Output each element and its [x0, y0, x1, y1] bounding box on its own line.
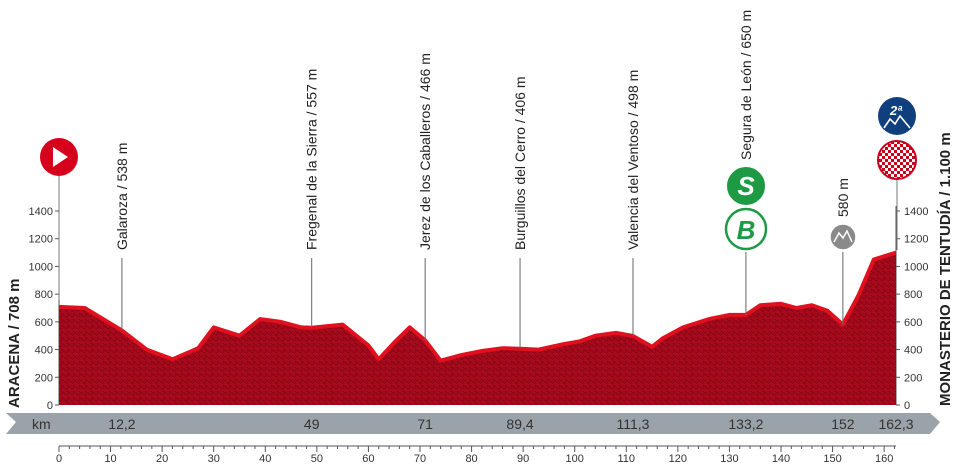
x-tick-label: 120: [669, 453, 687, 465]
category-climb-icon: [878, 97, 916, 135]
waypoint-label: Jerez de los Caballeros / 466 m: [417, 53, 433, 250]
y-tick-label-right: 1000: [904, 261, 928, 273]
y-tick-label-left: 800: [35, 289, 53, 301]
km-band-value: 89,4: [506, 416, 533, 432]
elevation-line: [58, 250, 897, 363]
sprint-bonus-markers: S B: [724, 165, 768, 251]
y-axis-left: 0 200 400 600 800 1000 1200 1400: [29, 206, 60, 412]
km-band-value: 133,2: [728, 416, 763, 432]
x-tick-label: 40: [259, 453, 271, 465]
y-tick-label-right: 1400: [904, 206, 928, 218]
y-tick-label-left: 200: [35, 372, 53, 384]
sprint-icon: [725, 165, 767, 207]
waypoint-label: Burguillos del Cerro / 406 m: [512, 76, 528, 250]
x-tick-label: 130: [720, 453, 738, 465]
y-tick-label-right: 400: [904, 345, 922, 357]
y-tick-label-right: 600: [904, 317, 922, 329]
x-tick-label: 90: [517, 453, 529, 465]
start-marker: [40, 138, 78, 300]
x-tick-label: 50: [311, 453, 323, 465]
start-label: ARACENA / 708 m: [6, 279, 23, 408]
waypoint-label: Galaroza / 538 m: [114, 143, 130, 250]
climb-category: 2ª: [889, 103, 903, 118]
x-tick-label: 150: [823, 453, 841, 465]
waypoints: Galaroza / 538 m Fregenal de la Sierra / …: [114, 10, 851, 349]
waypoint-label: Valencia del Ventoso / 498 m: [625, 70, 641, 250]
y-tick-label-left: 0: [47, 400, 53, 412]
x-tick-label: 20: [156, 453, 168, 465]
x-tick-label: 140: [772, 453, 790, 465]
finish-markers: 2ª: [877, 97, 917, 250]
elevation-area: [59, 252, 896, 405]
y-tick-label-left: 1000: [29, 261, 53, 273]
bonus-icon: [724, 207, 768, 251]
x-tick-label: 30: [208, 453, 220, 465]
waypoint-label: 580 m: [835, 178, 851, 217]
km-band: km 12,2 49 71 89,4 111,3 133,2 152 162,3: [6, 413, 940, 434]
x-tick-label: 70: [414, 453, 426, 465]
x-tick-label: 80: [465, 453, 477, 465]
x-axis: 0 10 20 30 40 50 60 70 80 90 100 110 120 130 140 150 160: [56, 445, 896, 465]
x-tick-label: 100: [566, 453, 584, 465]
play-icon: [53, 147, 68, 167]
km-band-value: 162,3: [878, 416, 913, 432]
y-tick-label-left: 400: [35, 345, 53, 357]
km-band-value: 152: [831, 416, 855, 432]
y-axis-right: 0 200 400 600 800 1000 1200 1400: [895, 206, 928, 412]
y-tick-label-right: 1200: [904, 234, 928, 246]
km-band-value: 49: [304, 416, 320, 432]
y-tick-label-left: 1400: [29, 206, 53, 218]
finish-flag-icon: [877, 140, 917, 180]
km-band-values: 12,2 49 71 89,4 111,3 133,2 152 162,3: [108, 416, 913, 432]
x-tick-label: 0: [56, 453, 62, 465]
y-tick-label-left: 1200: [29, 234, 53, 246]
km-band-value: 12,2: [108, 416, 135, 432]
y-tick-label-left: 600: [35, 317, 53, 329]
minor-climb-marker: [829, 223, 857, 251]
x-tick-label: 60: [362, 453, 374, 465]
y-tick-label-right: 200: [904, 372, 922, 384]
waypoint-label: Fregenal de la Sierra / 557 m: [304, 69, 320, 250]
y-tick-label-right: 0: [904, 400, 910, 412]
km-band-label: km: [32, 416, 51, 432]
x-tick-label: 10: [104, 453, 116, 465]
x-tick-label: 160: [875, 453, 893, 465]
y-tick-label-right: 800: [904, 289, 922, 301]
x-tick-label: 110: [618, 453, 636, 465]
bonus-letter: B: [737, 215, 756, 245]
km-band-value: 111,3: [617, 416, 650, 432]
finish-label: MONASTERIO DE TENTUDÍA / 1.100 m: [937, 132, 954, 406]
waypoint-label: Segura de León / 650 m: [738, 10, 754, 160]
km-band-value: 71: [417, 416, 433, 432]
sprint-letter: S: [737, 171, 755, 201]
profile-area: [58, 250, 897, 405]
